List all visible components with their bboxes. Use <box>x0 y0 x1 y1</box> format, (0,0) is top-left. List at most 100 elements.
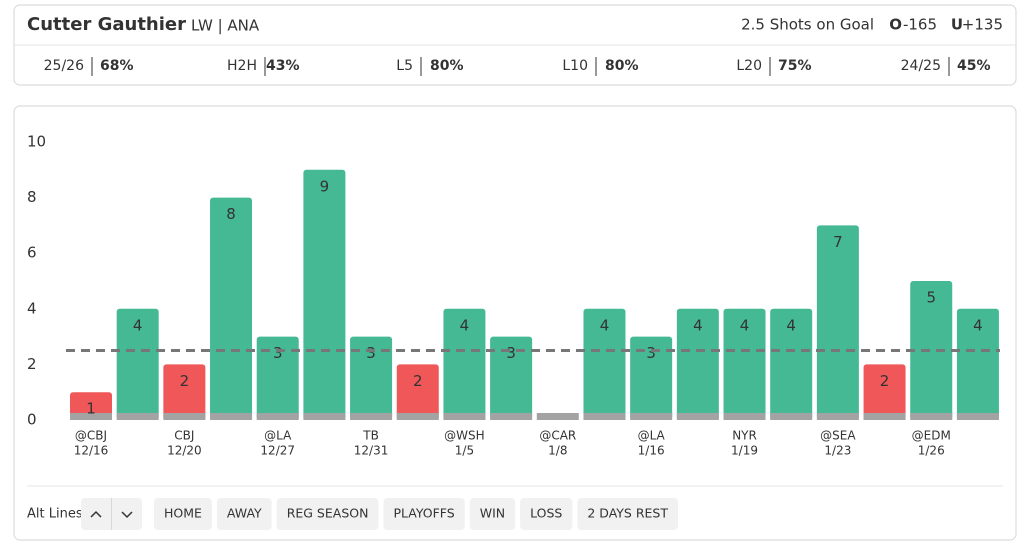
bar-base <box>210 413 253 420</box>
bar-value-label: 7 <box>833 233 843 251</box>
bar <box>303 169 346 420</box>
bar-value-label: 2 <box>880 372 890 390</box>
bar-base <box>910 413 953 420</box>
bar <box>116 308 159 420</box>
x-tick-date: 12/27 <box>260 444 295 458</box>
bar-base <box>303 413 346 420</box>
bar <box>583 308 626 420</box>
bar-value-label: 3 <box>273 344 283 362</box>
stat-label: 25/26 <box>44 58 84 74</box>
filter-button-label[interactable]: WIN <box>480 506 505 521</box>
bar-base <box>956 413 999 420</box>
x-tick-label: @LA <box>264 429 292 443</box>
bar-value-label: 3 <box>366 344 376 362</box>
bar-value-label: 4 <box>460 316 470 334</box>
filter-button-label[interactable]: LOSS <box>530 506 562 521</box>
x-tick-date: 1/19 <box>731 444 758 458</box>
filter-button[interactable] <box>577 498 678 530</box>
x-tick-date: 12/16 <box>74 444 109 458</box>
bar <box>770 308 813 420</box>
over-odds: -165 <box>903 16 937 34</box>
x-tick-label: @CBJ <box>75 429 107 443</box>
filter-button[interactable] <box>276 498 379 530</box>
bar <box>676 308 719 420</box>
x-tick-label: @LA <box>638 429 666 443</box>
y-tick-label: 4 <box>27 299 37 317</box>
bar-value-label: 1 <box>86 400 96 418</box>
bar <box>163 364 206 420</box>
stat-value: 80% <box>605 58 639 74</box>
bar-base <box>676 413 719 420</box>
x-tick-label: NYR <box>732 429 757 443</box>
alt-line-down[interactable] <box>121 511 133 519</box>
x-tick-date: 1/26 <box>918 444 945 458</box>
bar-base <box>256 413 299 420</box>
player-position: LW | ANA <box>191 17 260 35</box>
bar-value-label: 4 <box>973 316 983 334</box>
bar <box>863 364 906 420</box>
x-tick-date: 1/8 <box>548 444 567 458</box>
chart-card <box>13 105 1017 541</box>
bar <box>490 336 533 420</box>
bar <box>630 336 673 420</box>
filter-button-label[interactable]: HOME <box>164 506 202 521</box>
x-tick-date: 1/23 <box>824 444 851 458</box>
stat-label: L10 <box>562 58 588 74</box>
filter-button-label[interactable]: PLAYOFFS <box>393 506 454 521</box>
bar-base <box>443 413 486 420</box>
filter-button[interactable] <box>216 498 272 530</box>
y-tick-label: 8 <box>27 188 37 206</box>
bar-base <box>116 413 159 420</box>
y-tick-label: 0 <box>27 411 37 429</box>
bar <box>350 336 393 420</box>
over-label: O <box>889 16 902 34</box>
x-tick-label: @EDM <box>912 429 951 443</box>
filter-button[interactable] <box>469 498 516 530</box>
bar-value-label: 4 <box>786 316 796 334</box>
filter-button-label[interactable]: AWAY <box>227 506 262 521</box>
stat-label: 24/25 <box>901 58 941 74</box>
x-tick-date: 12/20 <box>167 444 202 458</box>
bar-base <box>770 413 813 420</box>
bar-value-label: 3 <box>646 344 656 362</box>
bar-value-label: 3 <box>506 344 516 362</box>
stat-label: H2H <box>227 58 257 74</box>
bar-value-label: 4 <box>133 316 143 334</box>
x-tick-label: TB <box>362 429 379 443</box>
filter-button[interactable] <box>154 498 212 530</box>
filter-button[interactable] <box>520 498 573 530</box>
bar-value-label: 4 <box>693 316 703 334</box>
bar-value-label: 5 <box>926 289 936 307</box>
bar <box>956 308 999 420</box>
stat-value: 45% <box>957 58 991 74</box>
under-odds: +135 <box>962 16 1003 34</box>
bar-base <box>816 413 859 420</box>
x-tick-label: @WSH <box>444 429 485 443</box>
y-tick-label: 6 <box>27 244 37 262</box>
x-tick-date: 1/16 <box>638 444 665 458</box>
bar <box>723 308 766 420</box>
bar <box>910 281 953 420</box>
bar <box>816 225 859 420</box>
bar-base <box>396 413 439 420</box>
x-tick-label: @SEA <box>820 429 856 443</box>
bar-value-label: 4 <box>740 316 750 334</box>
y-tick-label: 10 <box>27 133 46 151</box>
filter-button-label[interactable]: 2 DAYS REST <box>587 506 668 521</box>
under-label: U <box>951 16 963 34</box>
stat-label: L20 <box>736 58 762 74</box>
stat-label: L5 <box>396 58 413 74</box>
bar-value-label: 2 <box>180 372 190 390</box>
x-tick-date: 1/5 <box>455 444 474 458</box>
filter-button-label[interactable]: REG SEASON <box>287 506 369 521</box>
filter-label: Alt Lines <box>27 507 83 522</box>
bar-value-label: 2 <box>413 372 423 390</box>
alt-line-up[interactable] <box>90 510 102 518</box>
bar-base <box>863 413 906 420</box>
stat-value: 43% <box>266 58 300 74</box>
filter-button[interactable] <box>383 498 465 530</box>
bar-value-label: 4 <box>600 316 610 334</box>
stat-value: 68% <box>100 58 134 74</box>
stat-value: 80% <box>430 58 464 74</box>
bar <box>443 308 486 420</box>
